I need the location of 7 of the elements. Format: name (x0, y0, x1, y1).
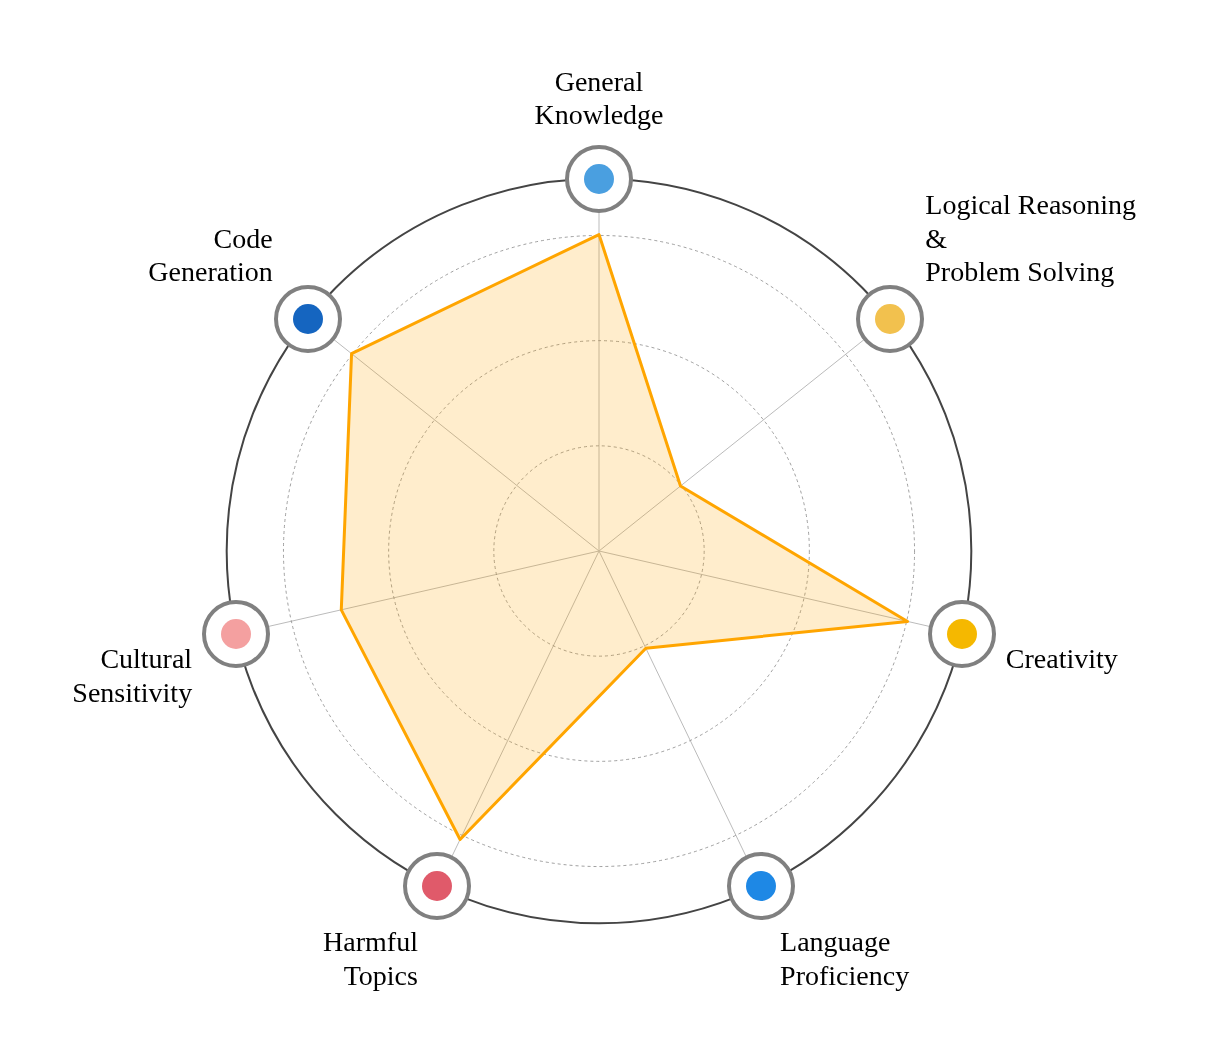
spoke-label: Harmful Topics (323, 926, 419, 991)
spoke-label: Language Proficiency (780, 926, 910, 991)
spoke-label: Logical Reasoning & Problem Solving (925, 189, 1137, 288)
spoke-label: Code Generation (148, 222, 273, 288)
spoke-label: Creativity (1005, 643, 1118, 675)
spoke-label: General Knowledge (534, 65, 664, 131)
spoke-label: Cultural Sensitivity (72, 643, 193, 708)
